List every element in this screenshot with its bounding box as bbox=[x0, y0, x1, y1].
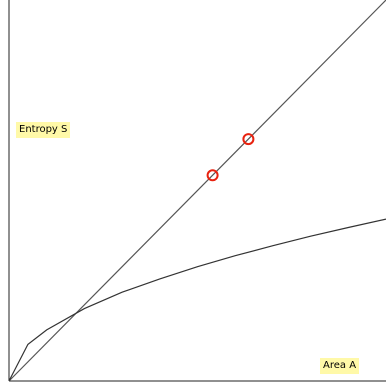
marker-layer bbox=[206, 133, 255, 182]
x-axis-label: Area A bbox=[320, 358, 360, 374]
data-point-marker bbox=[242, 133, 255, 146]
series-line-2 bbox=[8, 218, 386, 382]
series-line-1 bbox=[8, 0, 386, 382]
y-axis-label: Entropy S bbox=[16, 122, 71, 138]
data-point-marker bbox=[206, 169, 219, 182]
series-layer bbox=[8, 0, 386, 382]
